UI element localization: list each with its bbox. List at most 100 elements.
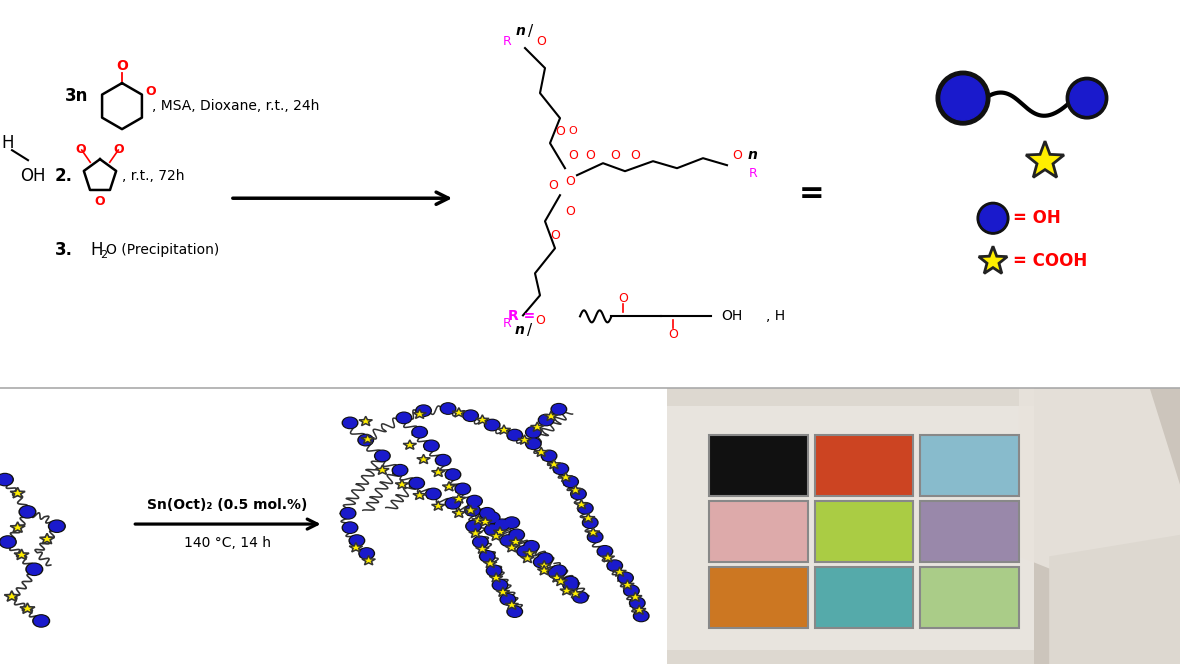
Text: O: O — [565, 175, 575, 188]
Circle shape — [465, 505, 480, 516]
Text: O: O — [610, 149, 620, 161]
Polygon shape — [505, 600, 518, 610]
Circle shape — [34, 616, 48, 626]
Circle shape — [981, 205, 1007, 231]
Circle shape — [517, 546, 532, 557]
Polygon shape — [490, 573, 503, 582]
Circle shape — [27, 564, 41, 574]
Polygon shape — [601, 552, 615, 562]
Circle shape — [525, 542, 538, 551]
Circle shape — [474, 537, 487, 546]
FancyBboxPatch shape — [667, 406, 1040, 649]
Circle shape — [553, 463, 569, 475]
Polygon shape — [20, 603, 35, 614]
Circle shape — [481, 509, 493, 518]
Circle shape — [524, 540, 539, 552]
Circle shape — [33, 615, 50, 627]
Circle shape — [350, 536, 363, 545]
Polygon shape — [11, 487, 25, 498]
Circle shape — [509, 430, 522, 440]
Circle shape — [445, 469, 460, 480]
Polygon shape — [497, 587, 510, 596]
Text: O (Precipitation): O (Precipitation) — [106, 243, 219, 257]
Circle shape — [412, 426, 427, 438]
Text: O: O — [116, 59, 127, 73]
Polygon shape — [413, 490, 426, 499]
Circle shape — [510, 530, 523, 539]
Polygon shape — [432, 467, 445, 477]
Polygon shape — [1049, 535, 1180, 664]
Polygon shape — [569, 588, 582, 598]
Polygon shape — [632, 605, 645, 614]
Circle shape — [607, 560, 623, 572]
Polygon shape — [490, 531, 503, 540]
Text: n: n — [748, 148, 758, 162]
Circle shape — [340, 507, 356, 519]
Polygon shape — [395, 479, 408, 489]
Circle shape — [467, 495, 483, 507]
Circle shape — [623, 585, 640, 596]
Text: O: O — [669, 328, 678, 341]
Circle shape — [19, 506, 35, 518]
Circle shape — [502, 536, 514, 545]
Text: 2: 2 — [100, 250, 107, 260]
Polygon shape — [5, 591, 19, 601]
Text: R =: R = — [507, 309, 535, 323]
FancyBboxPatch shape — [920, 567, 1020, 628]
Circle shape — [579, 503, 591, 513]
Circle shape — [374, 450, 391, 461]
Circle shape — [486, 565, 502, 576]
Polygon shape — [361, 434, 374, 444]
Text: O: O — [732, 149, 742, 161]
Text: Sn(Oct)₂ (0.5 mol.%): Sn(Oct)₂ (0.5 mol.%) — [148, 498, 308, 512]
Polygon shape — [629, 592, 642, 602]
Circle shape — [543, 452, 556, 461]
Circle shape — [479, 507, 496, 519]
Circle shape — [535, 558, 548, 567]
Circle shape — [572, 489, 585, 499]
Circle shape — [376, 452, 388, 461]
Polygon shape — [537, 560, 551, 570]
Text: 2.: 2. — [55, 167, 73, 185]
Polygon shape — [479, 517, 492, 526]
Circle shape — [584, 518, 597, 527]
Circle shape — [507, 430, 523, 441]
Polygon shape — [442, 481, 455, 491]
Circle shape — [479, 550, 496, 562]
Circle shape — [518, 546, 531, 556]
Text: O: O — [145, 85, 156, 98]
Circle shape — [349, 535, 365, 546]
Text: O: O — [535, 314, 545, 327]
Polygon shape — [432, 501, 445, 511]
Circle shape — [583, 517, 598, 529]
Polygon shape — [413, 409, 426, 418]
Text: O: O — [94, 195, 105, 208]
Circle shape — [631, 598, 643, 608]
Text: = OH: = OH — [1012, 209, 1061, 227]
FancyBboxPatch shape — [1034, 388, 1180, 664]
FancyBboxPatch shape — [709, 501, 807, 562]
Circle shape — [527, 439, 539, 448]
Circle shape — [539, 554, 551, 563]
Text: O: O — [550, 229, 560, 242]
Polygon shape — [484, 558, 497, 568]
Circle shape — [342, 522, 358, 533]
Polygon shape — [520, 553, 535, 562]
Circle shape — [486, 525, 499, 535]
Text: 140 °C, 14 h: 140 °C, 14 h — [184, 537, 271, 550]
Circle shape — [629, 598, 645, 609]
Circle shape — [555, 464, 568, 473]
Text: O: O — [113, 143, 124, 155]
Circle shape — [1, 537, 14, 547]
Text: , r.t., 72h: , r.t., 72h — [122, 169, 184, 183]
Circle shape — [415, 405, 432, 416]
Circle shape — [589, 533, 602, 542]
Polygon shape — [375, 465, 389, 474]
Polygon shape — [555, 576, 568, 586]
Circle shape — [563, 476, 578, 487]
Polygon shape — [362, 556, 375, 565]
Text: O: O — [548, 179, 558, 192]
Circle shape — [940, 76, 985, 120]
Polygon shape — [621, 580, 634, 589]
Circle shape — [538, 414, 553, 426]
